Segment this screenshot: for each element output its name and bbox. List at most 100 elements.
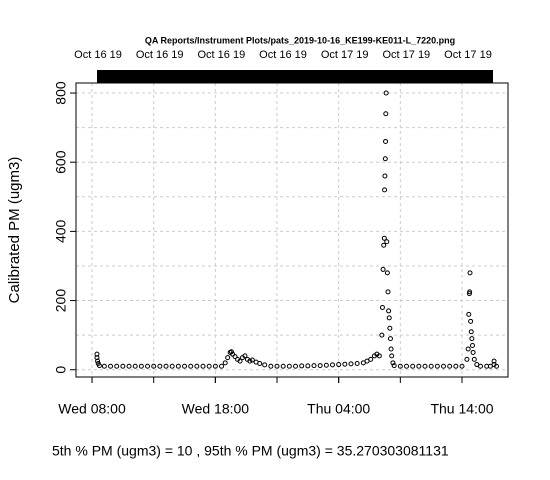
point <box>382 187 388 193</box>
point <box>249 357 255 363</box>
point <box>467 270 473 276</box>
point <box>387 336 393 342</box>
point <box>447 363 453 369</box>
point <box>330 362 336 368</box>
point <box>354 361 360 367</box>
point <box>468 329 474 335</box>
chart-title: QA Reports/Instrument Plots/pats_2019-10… <box>145 35 455 45</box>
point <box>163 363 169 369</box>
y-tick-label: 0 <box>53 366 69 374</box>
point <box>382 173 388 179</box>
point <box>212 363 218 369</box>
point <box>383 138 389 144</box>
point <box>317 363 323 369</box>
point <box>389 353 395 359</box>
point <box>175 363 181 369</box>
point <box>247 358 253 364</box>
y-tick-label: 600 <box>53 150 69 174</box>
point <box>368 356 374 362</box>
point <box>386 308 392 314</box>
point <box>459 363 465 369</box>
point <box>416 363 422 369</box>
point <box>467 289 473 295</box>
point <box>232 354 238 360</box>
point <box>348 361 354 367</box>
point <box>453 363 459 369</box>
point <box>200 363 206 369</box>
point <box>257 361 263 367</box>
point <box>280 363 286 369</box>
point <box>305 363 311 369</box>
top-tick-label: Oct 16 19 <box>198 49 246 61</box>
point <box>96 363 102 369</box>
footer: 5th % PM (ugm3) = 10 , 95th % PM (ugm3) … <box>52 443 449 459</box>
top-band <box>97 70 493 83</box>
point <box>390 360 396 366</box>
point <box>494 363 500 369</box>
y-tick-label: 200 <box>53 289 69 313</box>
point <box>385 289 391 295</box>
point <box>299 363 305 369</box>
point <box>151 363 157 369</box>
point <box>268 363 274 369</box>
point <box>114 363 120 369</box>
point <box>428 363 434 369</box>
point <box>465 346 471 352</box>
point <box>120 363 126 369</box>
point <box>376 353 382 359</box>
point <box>108 363 114 369</box>
point <box>242 353 248 359</box>
point <box>182 363 188 369</box>
y-axis-label: Calibrated PM (ugm3) <box>6 157 23 304</box>
point <box>157 363 163 369</box>
point <box>274 363 280 369</box>
point <box>95 358 101 364</box>
point <box>434 363 440 369</box>
top-tick-label: Oct 17 19 <box>444 49 492 61</box>
point <box>404 363 410 369</box>
point <box>293 363 299 369</box>
top-tick-label: Oct 16 19 <box>74 49 122 61</box>
point <box>206 363 212 369</box>
point <box>469 336 475 342</box>
point <box>379 304 385 310</box>
point <box>311 363 317 369</box>
plot-frame <box>75 82 509 378</box>
point <box>383 111 389 117</box>
point <box>380 266 386 272</box>
point <box>384 270 390 276</box>
x-tick-label: Wed 08:00 <box>58 401 126 417</box>
point <box>471 356 477 362</box>
top-tick-label: Oct 16 19 <box>259 49 307 61</box>
point <box>219 363 225 369</box>
point <box>384 239 390 245</box>
point <box>422 363 428 369</box>
point <box>169 363 175 369</box>
point <box>381 242 387 248</box>
point <box>441 363 447 369</box>
point <box>470 349 476 355</box>
point <box>188 363 194 369</box>
point <box>126 363 132 369</box>
point <box>410 363 416 369</box>
point <box>225 355 231 361</box>
point <box>237 358 243 364</box>
point <box>468 318 474 324</box>
point <box>469 343 475 349</box>
point <box>101 363 107 369</box>
point <box>466 311 472 317</box>
point <box>381 235 387 241</box>
point <box>262 362 268 368</box>
top-tick-label: Oct 17 19 <box>321 49 369 61</box>
point <box>383 90 389 96</box>
point <box>94 351 100 357</box>
point <box>391 363 397 369</box>
y-tick-label: 800 <box>53 81 69 105</box>
point <box>228 349 234 355</box>
point <box>145 363 151 369</box>
point <box>464 356 470 362</box>
y-tick-label: 400 <box>53 219 69 243</box>
x-tick-label: Thu 04:00 <box>307 401 370 417</box>
point <box>222 360 228 366</box>
